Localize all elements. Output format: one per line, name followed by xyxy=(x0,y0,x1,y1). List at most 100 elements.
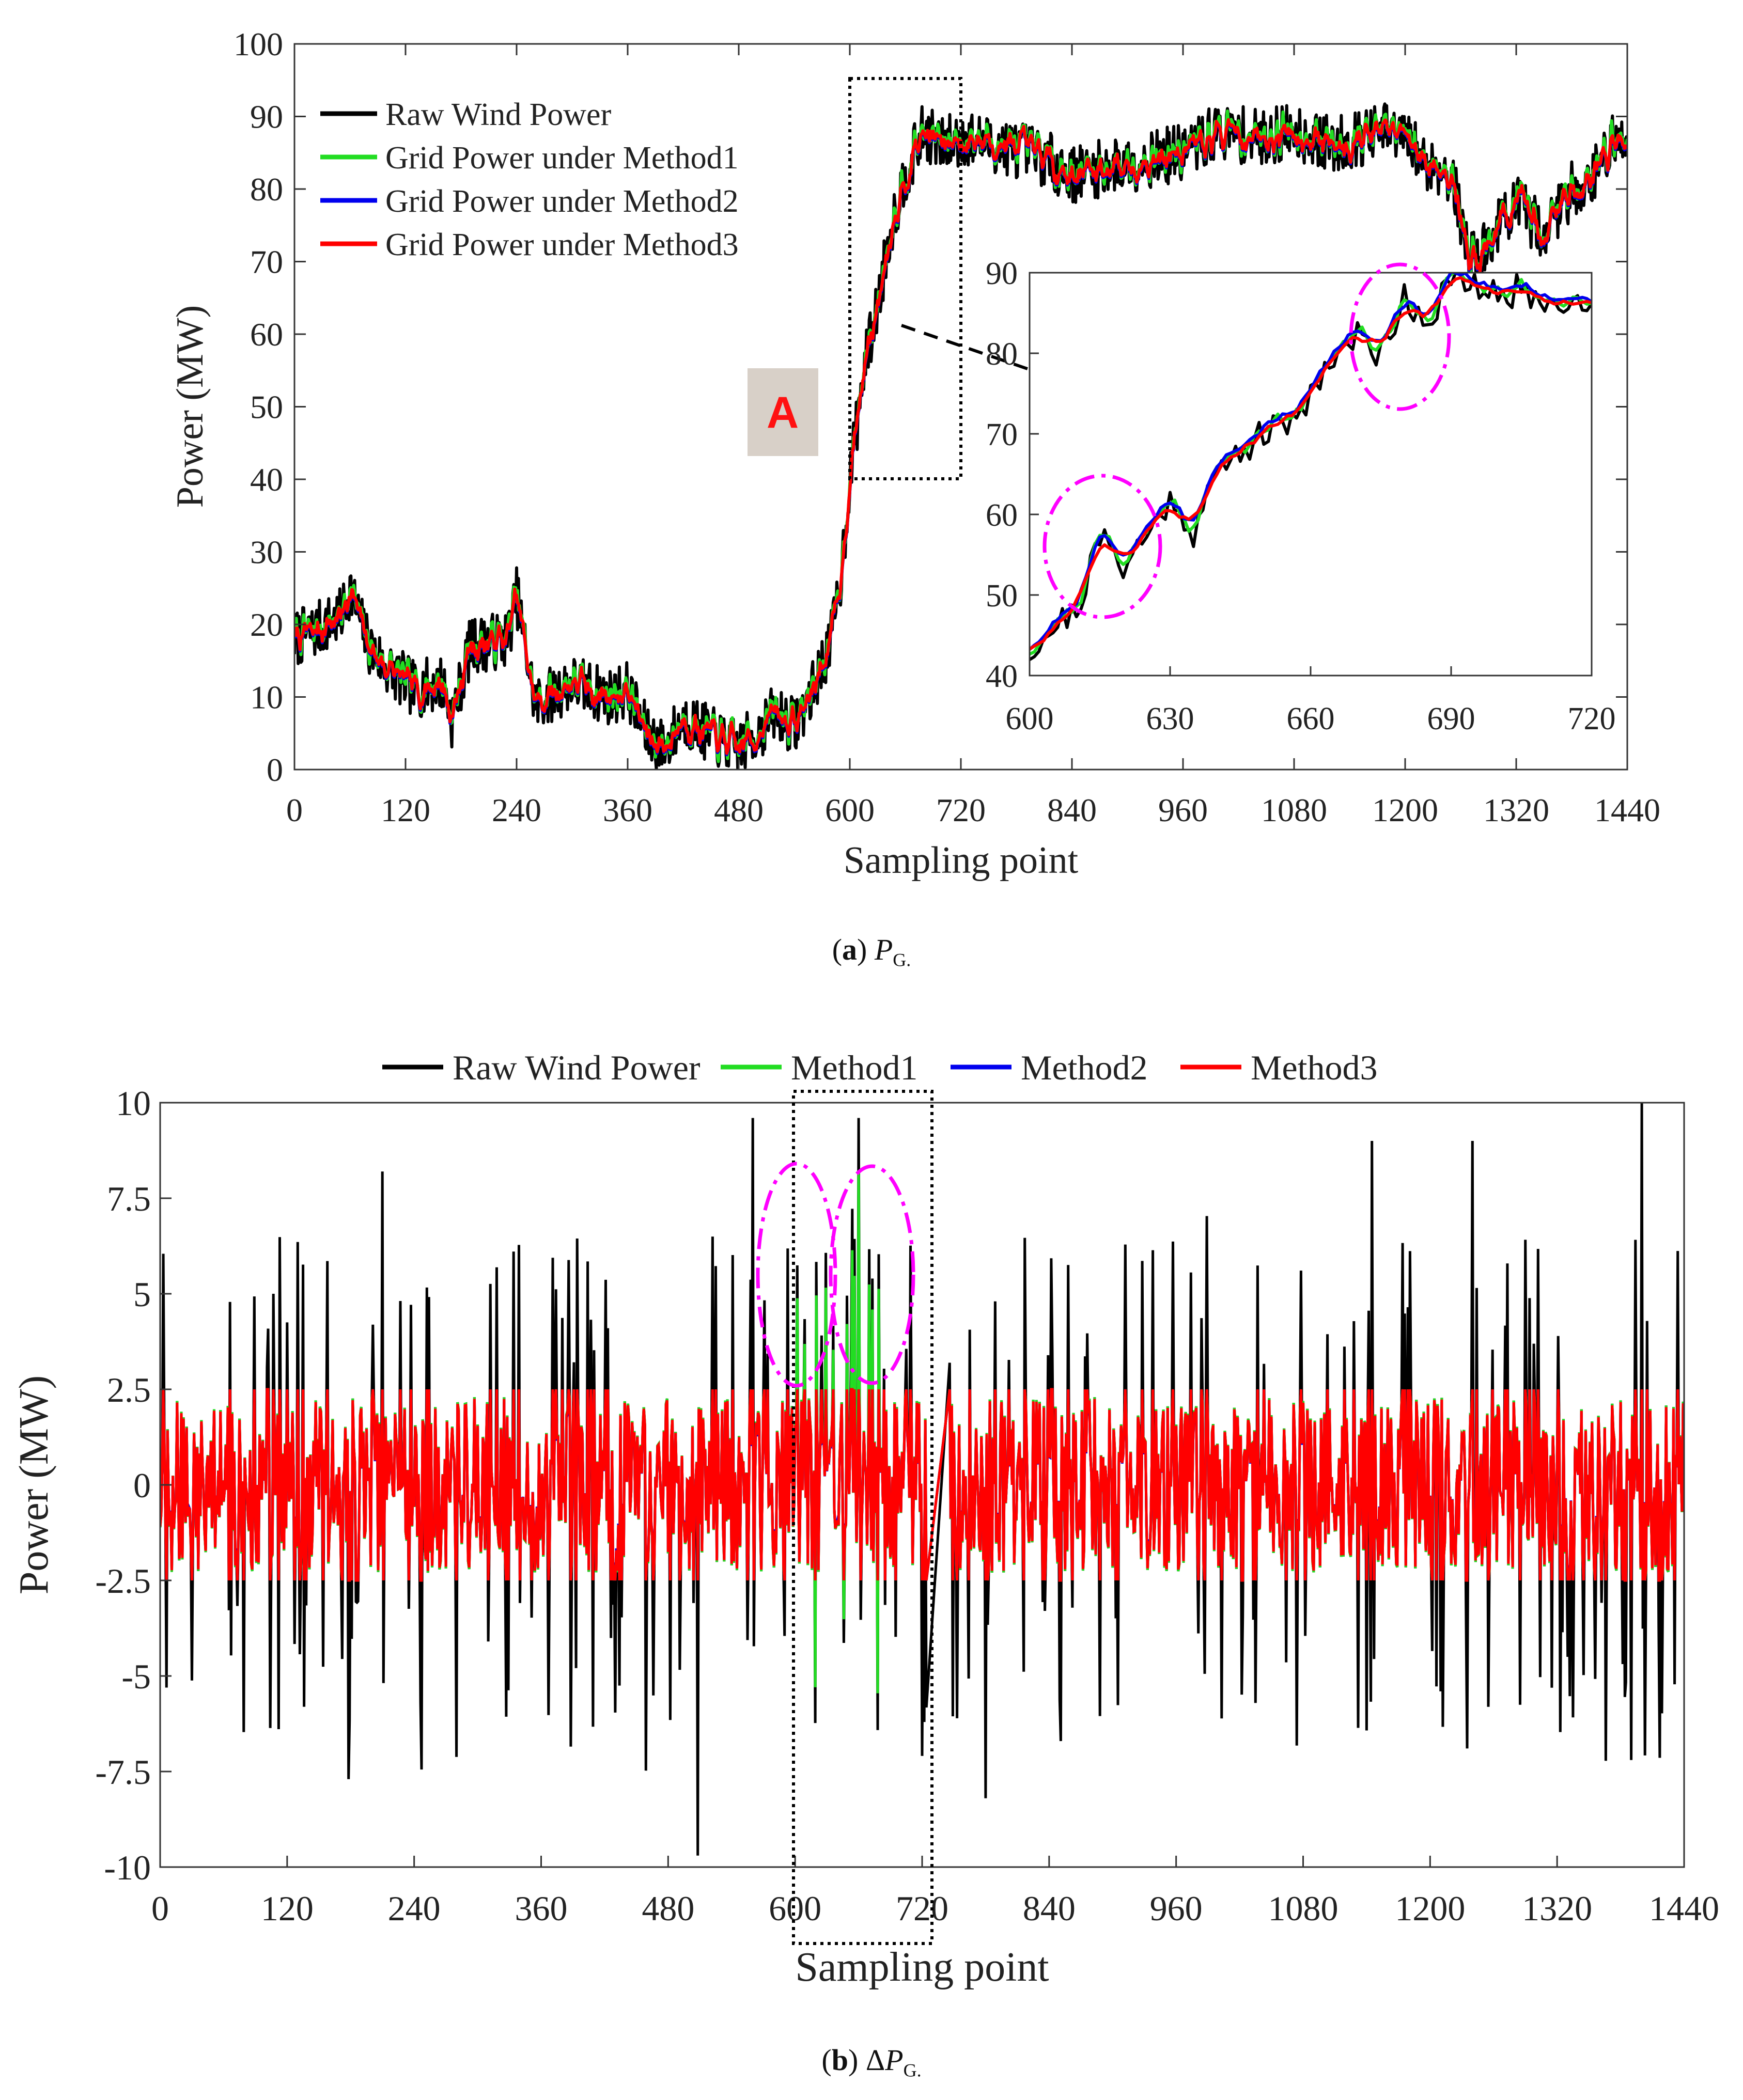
inset-x-tick-label: 600 xyxy=(1006,701,1054,736)
inset-y-tick-label: 80 xyxy=(986,337,1018,372)
x-tick-label: 840 xyxy=(1047,792,1097,828)
inset-ellipse-left xyxy=(1042,474,1162,619)
inset-y-tick-label: 40 xyxy=(986,659,1018,694)
panel-b-ylabel: Power (MW) xyxy=(11,1375,57,1594)
legend-label: Grid Power under Method1 xyxy=(385,140,739,176)
panel-b-legend: Raw Wind Power Method1 Method2 Method3 xyxy=(382,1048,1378,1087)
y-tick-label: 40 xyxy=(250,461,283,498)
y-tick-label: 60 xyxy=(250,316,283,353)
y-tick-label: 20 xyxy=(250,606,283,643)
y-tick-label: -2.5 xyxy=(95,1561,151,1601)
legend-label: Method3 xyxy=(1251,1048,1378,1087)
x-tick-label: 0 xyxy=(151,1889,169,1928)
panel-b-series xyxy=(160,1103,1684,1856)
inset-x-tick-label: 720 xyxy=(1568,701,1616,736)
y-tick-label: 50 xyxy=(250,389,283,426)
panel-a: 0 120 240 360 480 600 720 840 960 1080 1200 1320 144… xyxy=(169,26,1660,882)
caption-a-symbol: P xyxy=(874,933,893,966)
y-tick-label: -5 xyxy=(121,1657,151,1696)
x-tick-label: 600 xyxy=(825,792,875,828)
legend-label: Raw Wind Power xyxy=(453,1048,701,1087)
x-tick-label: 240 xyxy=(388,1889,441,1928)
inset-y-tick-label: 90 xyxy=(986,256,1018,291)
x-tick-label: 1200 xyxy=(1372,792,1438,828)
x-tick-label: 600 xyxy=(769,1889,821,1928)
x-tick-label: 120 xyxy=(381,792,430,828)
panel-b-ellipse-left xyxy=(756,1162,837,1388)
caption-b-subscript: G. xyxy=(903,2060,922,2081)
inset-y-tick-label: 60 xyxy=(986,498,1018,533)
caption-a-subscript: G. xyxy=(893,949,911,970)
inset-ticks: 600 630 660 690 720 40 50 60 70 80 90 xyxy=(986,256,1616,736)
x-tick-label: 1320 xyxy=(1483,792,1549,828)
inset-ellipse-right xyxy=(1349,262,1451,411)
x-tick-label: 0 xyxy=(286,792,303,828)
y-tick-label: 5 xyxy=(133,1275,151,1314)
inset-raw-line xyxy=(1030,273,1592,661)
x-tick-label: 1080 xyxy=(1268,1889,1339,1928)
y-tick-label: 90 xyxy=(250,99,283,135)
caption-b-letter: b xyxy=(831,2043,848,2077)
y-tick-label: 0 xyxy=(267,751,283,788)
inset-x-tick-label: 630 xyxy=(1146,701,1194,736)
delta-method3-line xyxy=(160,1388,1684,1582)
x-tick-label: 480 xyxy=(714,792,764,828)
legend-label: Grid Power under Method3 xyxy=(385,227,739,262)
caption-a-letter: a xyxy=(842,933,858,966)
x-tick-label: 1200 xyxy=(1395,1889,1465,1928)
caption-b-prefix: Δ xyxy=(865,2043,885,2077)
x-tick-label: 1080 xyxy=(1261,792,1327,828)
y-tick-label: 100 xyxy=(234,26,283,62)
panel-a-highlight-box xyxy=(848,77,962,480)
x-tick-label: 120 xyxy=(261,1889,314,1928)
inset-series xyxy=(1030,273,1592,661)
inset-x-tick-label: 690 xyxy=(1427,701,1475,736)
y-tick-label: 2.5 xyxy=(107,1370,151,1409)
inset-background xyxy=(1030,273,1592,676)
x-tick-label: 960 xyxy=(1158,792,1208,828)
y-tick-label: 7.5 xyxy=(107,1179,151,1218)
y-tick-label: 80 xyxy=(250,171,283,208)
x-tick-label: 1440 xyxy=(1594,792,1660,828)
panel-b-ellipse-right xyxy=(829,1164,915,1385)
y-tick-label: -7.5 xyxy=(95,1752,151,1792)
x-tick-label: 960 xyxy=(1150,1889,1203,1928)
y-tick-label: 30 xyxy=(250,534,283,571)
inset-method3-line xyxy=(1030,276,1592,651)
x-tick-label: 360 xyxy=(603,792,652,828)
y-tick-label: 70 xyxy=(250,244,283,280)
legend-label: Method1 xyxy=(791,1048,918,1087)
inset-x-tick-label: 660 xyxy=(1287,701,1335,736)
y-tick-label: 10 xyxy=(116,1084,151,1123)
panel-a-legend: Raw Wind Power Grid Power under Method1 Gr… xyxy=(320,97,739,262)
legend-label: Raw Wind Power xyxy=(385,97,612,132)
panel-a-ticks: 0 120 240 360 480 600 720 840 960 1080 1200 1320 144… xyxy=(234,26,1660,828)
x-tick-label: 1440 xyxy=(1649,1889,1719,1928)
inset-y-tick-label: 50 xyxy=(986,578,1018,614)
x-tick-label: 840 xyxy=(1023,1889,1076,1928)
caption-b-symbol: P xyxy=(885,2043,904,2077)
x-tick-label: 720 xyxy=(936,792,986,828)
legend-label: Grid Power under Method2 xyxy=(385,184,739,219)
y-tick-label: 0 xyxy=(133,1466,151,1505)
legend-label: Method2 xyxy=(1021,1048,1148,1087)
method3-line xyxy=(294,118,1627,755)
panel-a-xlabel: Sampling point xyxy=(844,839,1079,882)
caption-a: (a) PG. xyxy=(832,933,911,970)
panel-b-xlabel: Sampling point xyxy=(795,1945,1049,1990)
panel-b-highlight-box xyxy=(792,1090,933,1945)
x-tick-label: 240 xyxy=(492,792,541,828)
y-tick-label: -10 xyxy=(104,1848,151,1887)
panel-b: 0 120 240 360 480 600 720 840 960 1080 1200 1320 144… xyxy=(11,1048,1719,1990)
callout-a-badge xyxy=(748,368,818,456)
x-tick-label: 720 xyxy=(896,1889,948,1928)
x-tick-label: 480 xyxy=(642,1889,694,1928)
callout-a-label: A xyxy=(767,388,799,437)
x-tick-label: 360 xyxy=(515,1889,568,1928)
y-tick-label: 10 xyxy=(250,679,283,716)
panel-a-ylabel: Power (MW) xyxy=(169,305,211,508)
inset-y-tick-label: 70 xyxy=(986,417,1018,452)
panel-b-ticks: 0 120 240 360 480 600 720 840 960 1080 1200 1320 144… xyxy=(95,1084,1719,1928)
caption-b: (b) ΔPG. xyxy=(821,2043,922,2081)
